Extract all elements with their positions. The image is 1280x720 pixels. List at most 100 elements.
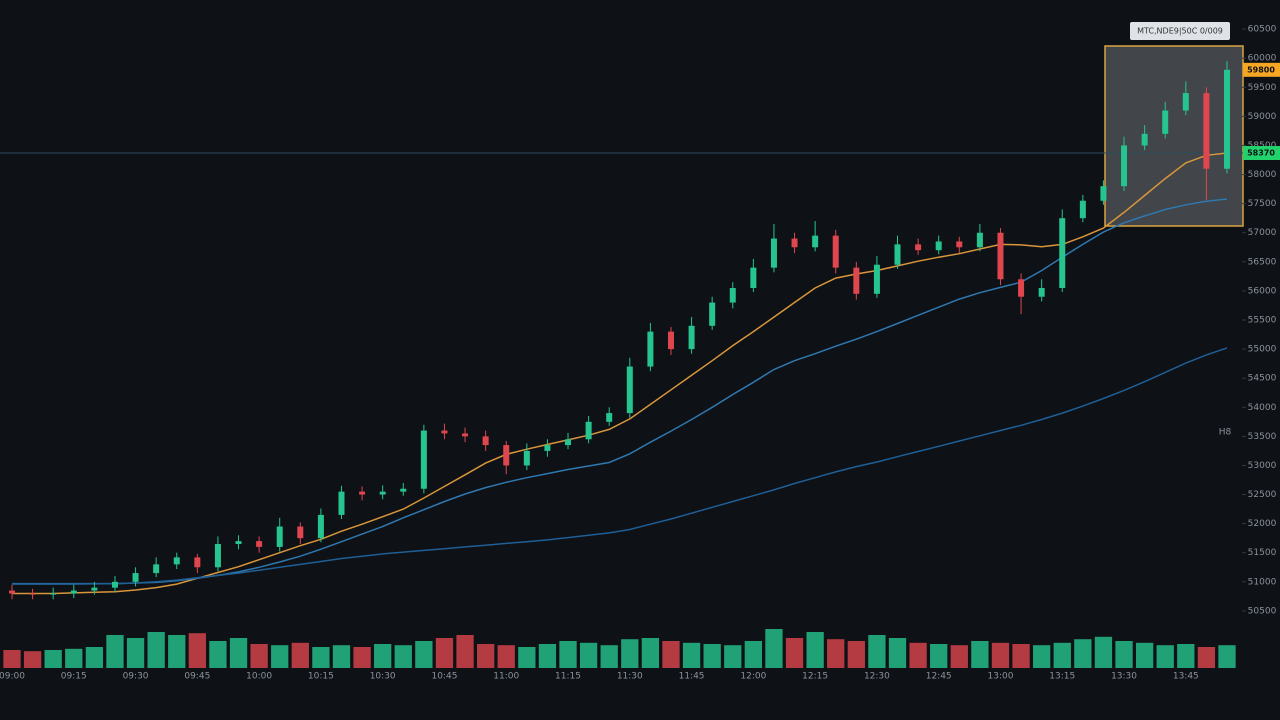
volume-bar: [971, 641, 989, 668]
candle-body: [256, 541, 263, 547]
candle-body: [544, 445, 551, 451]
annotation: H8: [1219, 428, 1232, 438]
candle-body: [956, 241, 963, 248]
candle-body: [832, 235, 839, 268]
x-tick-label: 13:15: [1049, 672, 1075, 682]
candle-body: [1121, 145, 1128, 187]
candle-body: [297, 526, 304, 539]
candle-body: [770, 238, 777, 268]
volume-bar: [909, 642, 927, 668]
candle-body: [441, 430, 448, 434]
volume-bar: [641, 638, 660, 668]
price-tag-label: 58370: [1247, 149, 1275, 158]
volume-bar: [518, 647, 536, 668]
volume-bar: [765, 629, 783, 668]
volume-bar: [579, 642, 598, 668]
volume-bar: [703, 644, 721, 668]
candle-body: [1141, 133, 1148, 146]
x-tick-label: 10:00: [246, 672, 272, 682]
candle-body: [750, 267, 757, 288]
volume-bar: [229, 638, 248, 668]
volume-bar: [85, 647, 104, 668]
candle-body: [1224, 69, 1230, 169]
candle-body: [482, 436, 489, 446]
price-tag-label: 59800: [1247, 65, 1275, 74]
tooltip-box: [1130, 22, 1230, 40]
volume-bar: [168, 635, 186, 668]
candle-body: [894, 244, 901, 265]
candle-body: [1182, 93, 1189, 111]
candle-body: [173, 557, 180, 565]
volume-bar: [1135, 642, 1154, 668]
candle-body: [276, 526, 283, 547]
candle-body: [503, 445, 510, 466]
x-tick-label: 09:00: [0, 672, 25, 682]
candle-body: [153, 564, 160, 574]
volume-bar: [930, 644, 948, 668]
candle-body: [791, 238, 798, 248]
volume-bar: [950, 645, 968, 668]
x-tick-label: 11:30: [617, 672, 643, 682]
candle-body: [523, 450, 530, 466]
volume-bar: [44, 650, 62, 668]
moving-average: [12, 198, 1228, 585]
x-tick-label: 09:15: [61, 672, 87, 682]
volume-bar: [415, 641, 433, 668]
candle-body: [1203, 93, 1210, 169]
moving-average: [12, 152, 1228, 595]
candle-body: [667, 331, 674, 350]
candle-body: [853, 267, 860, 294]
x-tick-label: 13:45: [1173, 672, 1199, 682]
price-tag: [1243, 146, 1280, 161]
volume-bar: [724, 645, 742, 668]
y-tick-label: 51000: [1248, 577, 1277, 587]
volume-bar: [1156, 645, 1174, 668]
volume-bar: [250, 644, 268, 668]
volume-bar: [394, 645, 412, 668]
volume-bar: [147, 632, 165, 668]
y-tick-label: 54000: [1248, 403, 1277, 413]
y-tick-label: 59000: [1248, 112, 1277, 122]
y-tick-label: 53000: [1248, 461, 1277, 471]
volume-bar: [1053, 642, 1071, 668]
y-tick-label: 57500: [1248, 199, 1277, 209]
volume-bar: [888, 638, 907, 668]
candle-body: [935, 241, 942, 251]
price-tag: [1243, 62, 1280, 77]
volume-bar: [621, 639, 639, 668]
volume-bar: [1074, 639, 1092, 668]
y-tick-label: 59500: [1248, 83, 1277, 93]
volume-bar: [65, 648, 83, 668]
y-tick-label: 58000: [1248, 170, 1277, 180]
x-tick-label: 12:45: [926, 672, 952, 682]
volume-bar: [374, 644, 392, 668]
volume-bar: [662, 641, 680, 668]
volume-bar: [1012, 644, 1030, 668]
candle-body: [976, 232, 983, 248]
x-tick-label: 10:30: [370, 672, 396, 682]
y-tick-label: 55000: [1248, 345, 1277, 355]
volume-bar: [785, 638, 804, 668]
y-tick-label: 58500: [1248, 141, 1277, 151]
candle-body: [565, 439, 572, 446]
volume-bar: [1197, 647, 1216, 668]
highlight-box: [1104, 45, 1244, 227]
volume-bar: [827, 639, 845, 668]
volume-bar: [23, 651, 42, 668]
candle-body: [29, 593, 36, 595]
volume-bar: [3, 650, 21, 668]
volume-bar: [312, 647, 330, 668]
x-tick-label: 10:15: [308, 672, 334, 682]
candle-body: [9, 590, 15, 594]
volume-bar: [435, 638, 454, 668]
x-tick-label: 12:00: [740, 672, 766, 682]
candle-body: [91, 587, 98, 591]
volume-bar: [1094, 636, 1113, 668]
candle-body: [626, 366, 633, 414]
x-tick-label: 12:30: [864, 672, 890, 682]
volume-bar: [847, 641, 865, 668]
candle-body: [379, 491, 386, 495]
volume-bar: [1177, 644, 1195, 668]
